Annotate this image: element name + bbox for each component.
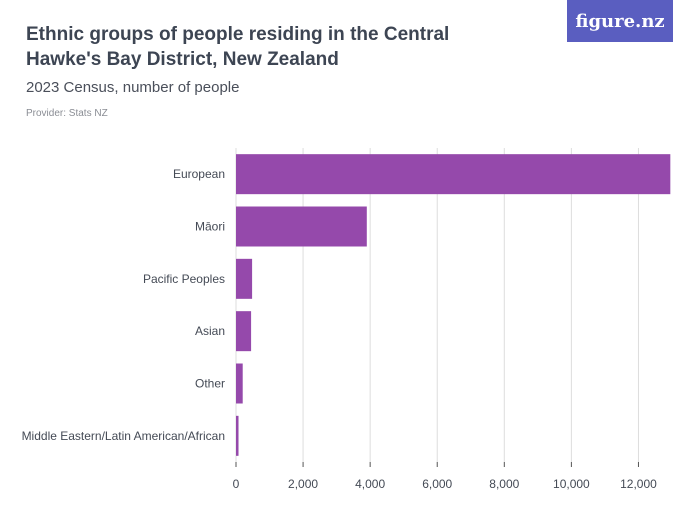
bar[interactable] bbox=[236, 311, 252, 352]
x-tick-label: 2,000 bbox=[288, 477, 318, 491]
figure-nz-logo[interactable]: figure.nz bbox=[567, 0, 673, 42]
category-labels: European Māori Pacific Peoples Asian Other Mi… bbox=[22, 167, 225, 443]
x-tick-label: 6,000 bbox=[422, 477, 452, 491]
bar[interactable] bbox=[236, 206, 367, 247]
category-label: Middle Eastern/Latin American/African bbox=[22, 429, 225, 443]
chart-subtitle: 2023 Census, number of people bbox=[26, 79, 240, 96]
bar[interactable] bbox=[236, 258, 253, 299]
category-label: European bbox=[173, 167, 225, 181]
category-label: Māori bbox=[195, 220, 225, 234]
bar[interactable] bbox=[236, 415, 239, 456]
x-tick-label: 4,000 bbox=[355, 477, 385, 491]
chart-title: Ethnic groups of people residing in the … bbox=[26, 24, 450, 70]
category-label: Other bbox=[195, 377, 225, 391]
x-tick-label: 12,000 bbox=[620, 477, 657, 491]
category-label: Asian bbox=[195, 324, 225, 338]
grid-lines bbox=[235, 148, 639, 462]
x-tick-label: 10,000 bbox=[553, 477, 590, 491]
x-axis: 0 2,000 4,000 6,000 8,000 10,000 12,000 bbox=[233, 462, 657, 491]
category-label: Pacific Peoples bbox=[143, 272, 225, 286]
x-tick-label: 8,000 bbox=[489, 477, 519, 491]
bar[interactable] bbox=[236, 154, 671, 195]
bar[interactable] bbox=[236, 363, 243, 404]
x-tick-label: 0 bbox=[233, 477, 240, 491]
bars bbox=[236, 154, 671, 456]
provider-credit: Provider: Stats NZ bbox=[26, 108, 108, 119]
